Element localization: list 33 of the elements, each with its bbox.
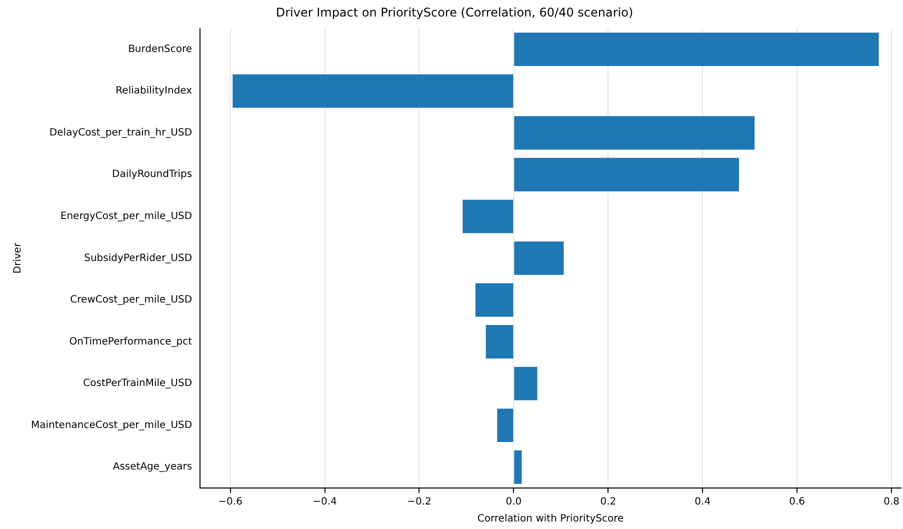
x-tick-label: −0.4 bbox=[312, 496, 337, 508]
bar bbox=[514, 116, 755, 150]
y-tick-label: AssetAge_years bbox=[112, 462, 192, 473]
bar bbox=[514, 241, 564, 275]
y-tick-label: BurdenScore bbox=[128, 44, 192, 55]
y-tick-label: DailyRoundTrips bbox=[112, 169, 192, 180]
x-tick-label: −0.2 bbox=[407, 496, 432, 508]
bar bbox=[514, 32, 879, 66]
x-tick-label: 0.0 bbox=[506, 496, 522, 508]
bar bbox=[232, 74, 514, 108]
x-tick-label: 0.4 bbox=[694, 496, 711, 508]
bar bbox=[486, 325, 514, 358]
x-tick-label: 0.2 bbox=[600, 496, 616, 508]
y-tick-label: DelayCost_per_train_hr_USD bbox=[49, 127, 192, 138]
y-tick-label: CrewCost_per_mile_USD bbox=[70, 294, 192, 306]
bar bbox=[514, 158, 739, 192]
y-tick-label: ReliabilityIndex bbox=[116, 86, 192, 97]
y-tick-label: EnergyCost_per_mile_USD bbox=[60, 211, 192, 222]
y-tick-label: CostPerTrainMile_USD bbox=[83, 378, 192, 390]
x-tick-label: −0.6 bbox=[218, 496, 242, 508]
x-tick-label: 0.8 bbox=[884, 496, 900, 508]
y-tick-label: MaintenanceCost_per_mile_USD bbox=[30, 420, 192, 431]
x-tick-label: 0.6 bbox=[789, 496, 806, 508]
bar bbox=[475, 283, 514, 317]
bar bbox=[497, 408, 514, 442]
y-tick-label: OnTimePerformance_pct bbox=[69, 336, 192, 348]
bar bbox=[514, 366, 538, 400]
chart-title: Driver Impact on PriorityScore (Correlation, 60/40 scenario) bbox=[276, 5, 634, 20]
y-axis-title: Driver bbox=[12, 242, 24, 274]
bar bbox=[462, 200, 514, 234]
x-axis-title: Correlation with PriorityScore bbox=[477, 514, 624, 525]
y-tick-label: SubsidyPerRider_USD bbox=[84, 252, 192, 264]
bar bbox=[514, 450, 522, 484]
